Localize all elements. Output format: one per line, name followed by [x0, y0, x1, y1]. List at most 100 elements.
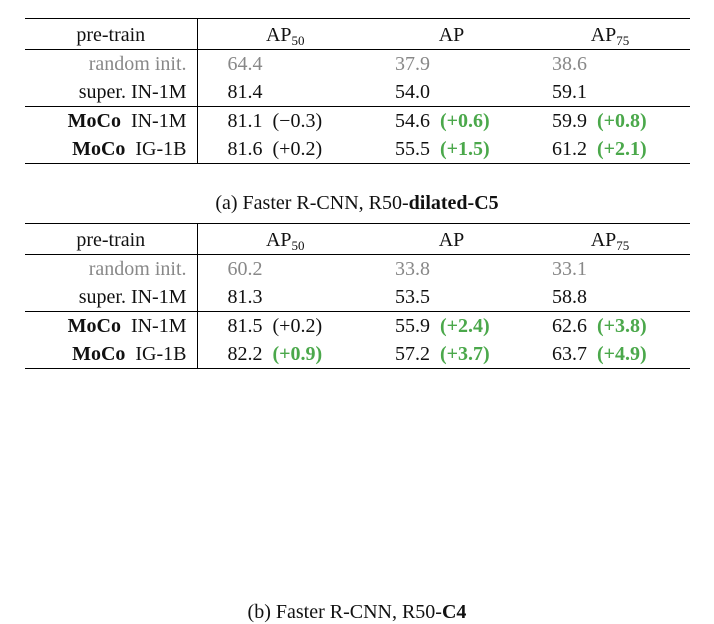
ap75-value: 63.7: [552, 343, 587, 365]
header-row: pre-train AP50 AP AP75: [25, 18, 690, 50]
ap50-value: 81.3: [227, 286, 263, 308]
ap-value: 54.6: [395, 110, 430, 132]
ap-cell: 54.0: [373, 78, 530, 107]
ap50-delta: (+0.2): [272, 315, 323, 337]
ap75-value: 62.6: [552, 315, 587, 337]
ap-delta: (+1.5): [440, 138, 490, 160]
method-cell: super. IN-1M: [25, 283, 197, 312]
ap-value: 33.8: [395, 258, 430, 280]
ap75-value: 61.2: [552, 138, 587, 160]
ap75-value: 59.1: [552, 81, 587, 103]
method-name-bold: MoCo: [72, 138, 126, 160]
method-name-bold: MoCo: [67, 110, 121, 132]
ap-cell: 57.2 (+3.7): [373, 340, 530, 369]
ap50-value: 82.2: [227, 343, 263, 365]
table-b: pre-train AP50 AP AP75 random init. 60.2 3…: [25, 223, 690, 369]
col-header-ap: AP: [373, 18, 530, 50]
ap-delta: (+2.4): [440, 315, 490, 337]
header-row: pre-train AP50 AP AP75: [25, 223, 690, 255]
ap-value: 55.5: [395, 138, 430, 160]
ap50-cell: 81.1 (−0.3): [196, 106, 373, 135]
table-a: pre-train AP50 AP AP75 random init. 64.4 3…: [25, 18, 690, 164]
ap50-value: 81.1: [227, 110, 263, 132]
method-cell: random init.: [25, 50, 197, 79]
col-header-pretrain: pre-train: [25, 223, 197, 255]
table-row: MoCo IN-1M 81.1 (−0.3) 54.6 (+0.6) 59.9 (+0…: [25, 106, 690, 135]
ap50-delta: (+0.9): [272, 343, 323, 365]
ap-value: 55.9: [395, 315, 430, 337]
method-label: super. IN-1M: [78, 81, 187, 103]
ap75-value: 33.1: [552, 258, 587, 280]
method-label: random init.: [88, 53, 187, 75]
method-label: IN-1M: [130, 110, 187, 132]
method-label: IG-1B: [135, 343, 187, 365]
ap-cell: 33.8: [373, 255, 530, 284]
table-a-caption: (a) Faster R-CNN, R50-dilated-C5: [215, 192, 499, 214]
ap75-cell: 33.1: [530, 255, 690, 284]
method-cell: random init.: [25, 255, 197, 284]
ap50-cell: 64.4: [196, 49, 373, 78]
method-label: super. IN-1M: [78, 286, 187, 308]
ap-cell: 54.6 (+0.6): [373, 106, 530, 135]
ap50-value: 64.4: [227, 53, 263, 75]
ap50-value: 60.2: [227, 258, 263, 280]
ap50-delta: (−0.3): [272, 110, 323, 132]
ap50-delta: (+0.2): [272, 138, 323, 160]
table-row: MoCo IG-1B 82.2 (+0.9) 57.2 (+3.7) 63.7 (+4…: [25, 340, 690, 369]
ap75-delta: (+3.8): [597, 315, 647, 337]
ap-delta: (+0.6): [440, 110, 490, 132]
results-table-b: pre-train AP50 AP AP75 random init. 60.2 3…: [25, 223, 690, 623]
ap-cell: 53.5: [373, 283, 530, 312]
ap-cell: 37.9: [373, 50, 530, 79]
ap-value: 57.2: [395, 343, 430, 365]
ap50-cell: 81.6 (+0.2): [196, 135, 373, 164]
ap75-cell: 61.2 (+2.1): [530, 135, 690, 164]
ap50-value: 81.4: [227, 81, 263, 103]
ap75-value: 38.6: [552, 53, 587, 75]
table-row: random init. 60.2 33.8 33.1: [25, 254, 690, 284]
method-name-bold: MoCo: [67, 315, 121, 337]
table-row: MoCo IG-1B 81.6 (+0.2) 55.5 (+1.5) 61.2 (+2…: [25, 135, 690, 164]
col-header-ap50: AP50: [196, 18, 373, 50]
table-row: super. IN-1M 81.3 53.5 58.8: [25, 283, 690, 312]
col-header-ap75: AP75: [530, 223, 690, 255]
col-header-ap: AP: [373, 223, 530, 255]
ap75-value: 59.9: [552, 110, 587, 132]
method-name-bold: MoCo: [72, 343, 126, 365]
method-cell: super. IN-1M: [25, 78, 197, 107]
ap75-cell: 38.6: [530, 50, 690, 79]
col-header-pretrain: pre-train: [25, 18, 197, 50]
ap-delta: (+3.7): [440, 343, 490, 365]
ap75-value: 58.8: [552, 286, 587, 308]
ap75-cell: 62.6 (+3.8): [530, 311, 690, 340]
ap-value: 53.5: [395, 286, 430, 308]
method-cell: MoCo IG-1B: [25, 340, 197, 369]
method-label: IN-1M: [130, 315, 187, 337]
method-cell: MoCo IN-1M: [25, 311, 197, 340]
ap-value: 54.0: [395, 81, 430, 103]
ap50-cell: 81.5 (+0.2): [196, 311, 373, 340]
ap75-cell: 59.1: [530, 78, 690, 107]
ap-cell: 55.9 (+2.4): [373, 311, 530, 340]
ap-cell: 55.5 (+1.5): [373, 135, 530, 164]
ap50-value: 81.5: [227, 315, 263, 337]
ap75-delta: (+0.8): [597, 110, 647, 132]
ap75-cell: 59.9 (+0.8): [530, 106, 690, 135]
ap50-cell: 60.2: [196, 254, 373, 283]
method-label: random init.: [88, 258, 187, 280]
ap50-cell: 81.4: [196, 78, 373, 107]
ap75-cell: 63.7 (+4.9): [530, 340, 690, 369]
col-header-ap75: AP75: [530, 18, 690, 50]
page: pre-train AP50 AP AP75 random init. 64.4 3…: [25, 18, 690, 623]
ap75-delta: (+4.9): [597, 343, 647, 365]
table-row: MoCo IN-1M 81.5 (+0.2) 55.9 (+2.4) 62.6 (+3…: [25, 311, 690, 340]
method-cell: MoCo IG-1B: [25, 135, 197, 164]
ap50-cell: 81.3: [196, 283, 373, 312]
col-header-ap50: AP50: [196, 223, 373, 255]
ap50-cell: 82.2 (+0.9): [196, 340, 373, 369]
ap75-cell: 58.8: [530, 283, 690, 312]
table-row: super. IN-1M 81.4 54.0 59.1: [25, 78, 690, 107]
table-b-caption: (b) Faster R-CNN, R50-C4: [247, 601, 467, 623]
ap-value: 37.9: [395, 53, 430, 75]
method-cell: MoCo IN-1M: [25, 106, 197, 135]
